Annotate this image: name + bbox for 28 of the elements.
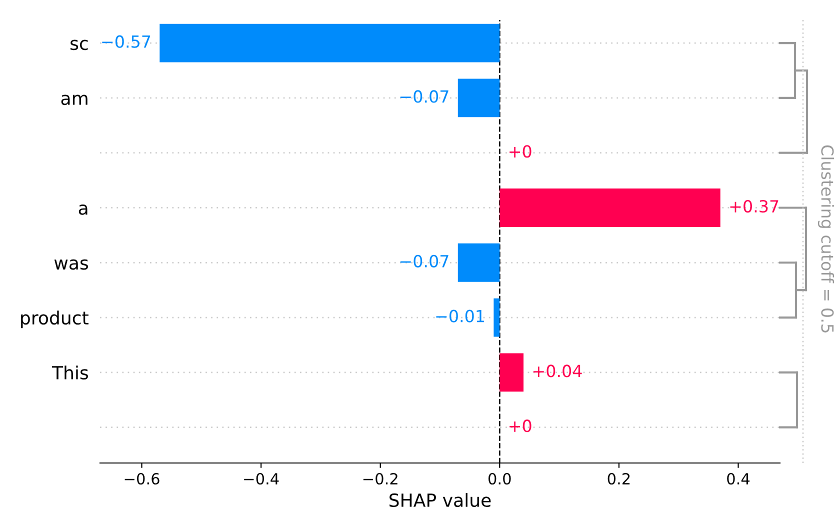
bar [500,353,524,392]
y-tick-label: product [21,310,88,328]
data-label: +0 [510,145,532,158]
data-label: −0.57 [102,35,150,48]
bar [500,188,720,227]
text: Clustering cutoff = 0.5 [818,145,834,332]
bar [458,78,500,118]
y-tick-label: was [54,259,88,270]
data-label: −0.07 [400,90,448,103]
x-tick-label: 0.0 [488,472,511,485]
x-tick-label: −0.4 [244,472,279,485]
x-tick-label: 0.2 [608,472,630,485]
bar [160,24,500,62]
y-tick-label: sc [70,40,88,50]
data-label: −0.01 [436,310,484,322]
x-axis-title: SHAP value [390,493,491,508]
y-tick-label: am [61,94,88,106]
data-label: +0 [510,420,532,432]
data-label: +0.04 [533,364,582,378]
bar [458,243,500,282]
x-tick-label: −0.2 [363,472,398,485]
data-label: +0.37 [730,200,778,213]
bar [494,298,500,337]
y-tick-label: a [78,204,88,215]
data-label: −0.07 [400,254,448,268]
x-tick-label: 0.4 [727,472,750,485]
x-tick-label: −0.6 [124,472,160,485]
y-tick-label: This [52,366,88,380]
